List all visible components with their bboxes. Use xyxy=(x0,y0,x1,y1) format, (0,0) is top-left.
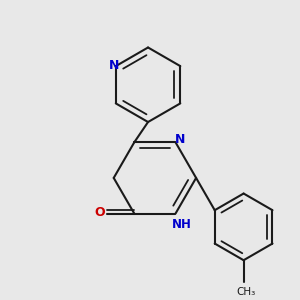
Text: N: N xyxy=(109,58,119,72)
Text: CH₃: CH₃ xyxy=(236,287,255,297)
Text: N: N xyxy=(175,133,186,146)
Text: NH: NH xyxy=(171,218,191,230)
Text: O: O xyxy=(95,206,105,219)
